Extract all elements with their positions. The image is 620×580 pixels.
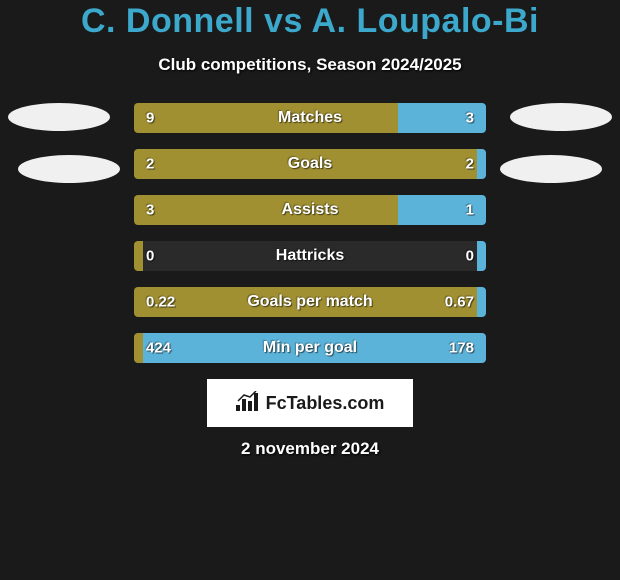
stat-left-value: 424 bbox=[146, 340, 171, 357]
stat-label: Hattricks bbox=[276, 247, 344, 265]
stat-right-value: 178 bbox=[449, 340, 474, 357]
stat-right-value: 3 bbox=[466, 110, 474, 127]
stat-row: 9 3 Matches bbox=[134, 103, 486, 133]
source-badge-text: FcTables.com bbox=[266, 393, 385, 414]
source-badge: FcTables.com bbox=[207, 379, 413, 427]
stat-right-value: 1 bbox=[466, 202, 474, 219]
stat-right-value: 0 bbox=[466, 248, 474, 265]
bar-right bbox=[477, 287, 486, 317]
stat-right-value: 2 bbox=[466, 156, 474, 173]
bar-left bbox=[134, 241, 143, 271]
player-avatar-right bbox=[500, 155, 602, 183]
stat-left-value: 9 bbox=[146, 110, 154, 127]
date-label: 2 november 2024 bbox=[0, 439, 620, 459]
bar-left bbox=[134, 195, 398, 225]
stat-row: 0 0 Hattricks bbox=[134, 241, 486, 271]
stat-left-value: 0.22 bbox=[146, 294, 175, 311]
stat-left-value: 2 bbox=[146, 156, 154, 173]
bar-left bbox=[134, 333, 143, 363]
stat-right-value: 0.67 bbox=[445, 294, 474, 311]
stat-left-value: 0 bbox=[146, 248, 154, 265]
bar-right bbox=[477, 241, 486, 271]
page-title: C. Donnell vs A. Loupalo-Bi bbox=[0, 2, 620, 41]
chart-area: 9 3 Matches 2 2 Goals 3 1 Assists 0 0 Hattricks 0.22… bbox=[0, 103, 620, 363]
stat-label: Matches bbox=[278, 109, 342, 127]
comparison-infographic: C. Donnell vs A. Loupalo-Bi Club competi… bbox=[0, 0, 620, 459]
bar-left bbox=[134, 103, 398, 133]
stat-bars: 9 3 Matches 2 2 Goals 3 1 Assists 0 0 Hattricks 0.22… bbox=[134, 103, 486, 363]
player-avatar-left-shadow bbox=[8, 103, 110, 131]
stat-left-value: 3 bbox=[146, 202, 154, 219]
player-avatar-right-shadow bbox=[510, 103, 612, 131]
bar-right bbox=[477, 149, 486, 179]
stat-label: Goals per match bbox=[247, 293, 372, 311]
stat-label: Goals bbox=[288, 155, 332, 173]
chart-icon bbox=[236, 391, 260, 416]
stat-row: 2 2 Goals bbox=[134, 149, 486, 179]
stat-label: Assists bbox=[282, 201, 339, 219]
player-avatar-left bbox=[18, 155, 120, 183]
stat-label: Min per goal bbox=[263, 339, 357, 357]
subtitle: Club competitions, Season 2024/2025 bbox=[0, 55, 620, 75]
stat-row: 0.22 0.67 Goals per match bbox=[134, 287, 486, 317]
stat-row: 424 178 Min per goal bbox=[134, 333, 486, 363]
stat-row: 3 1 Assists bbox=[134, 195, 486, 225]
